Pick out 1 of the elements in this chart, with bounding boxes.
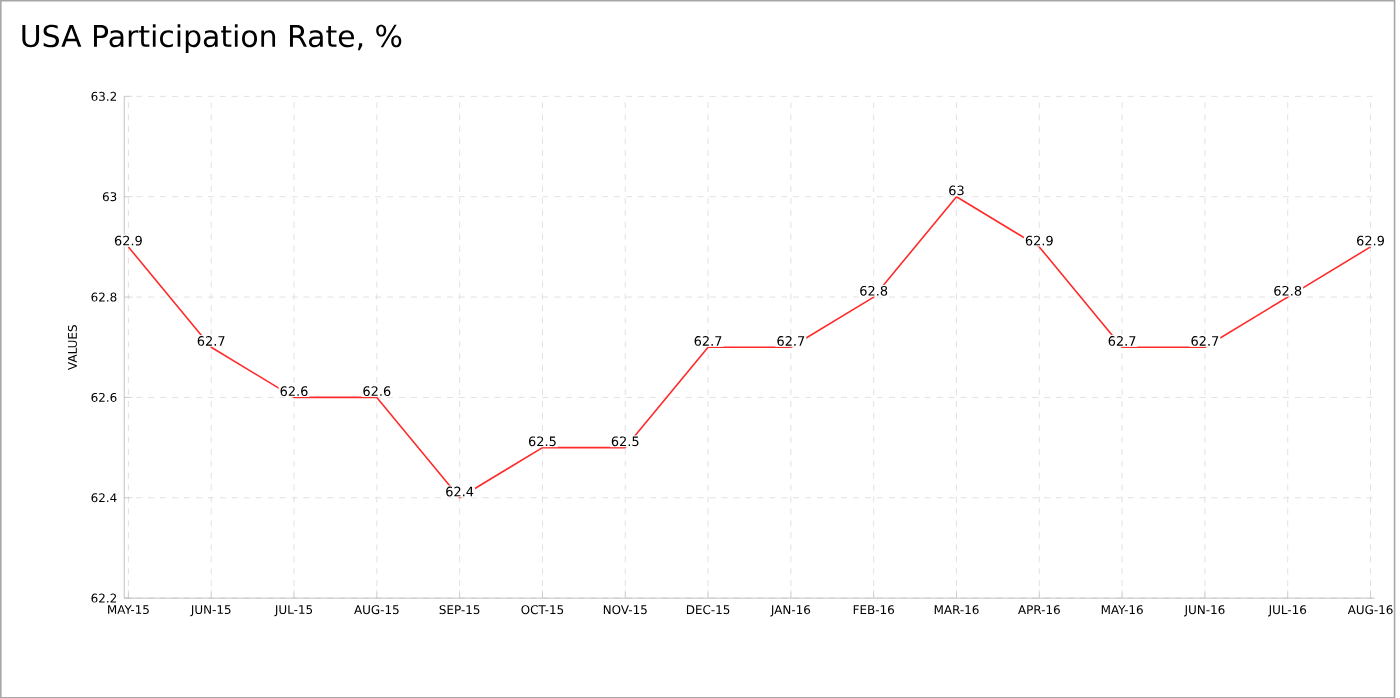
chart-title: USA Participation Rate, % (22, 23, 402, 53)
